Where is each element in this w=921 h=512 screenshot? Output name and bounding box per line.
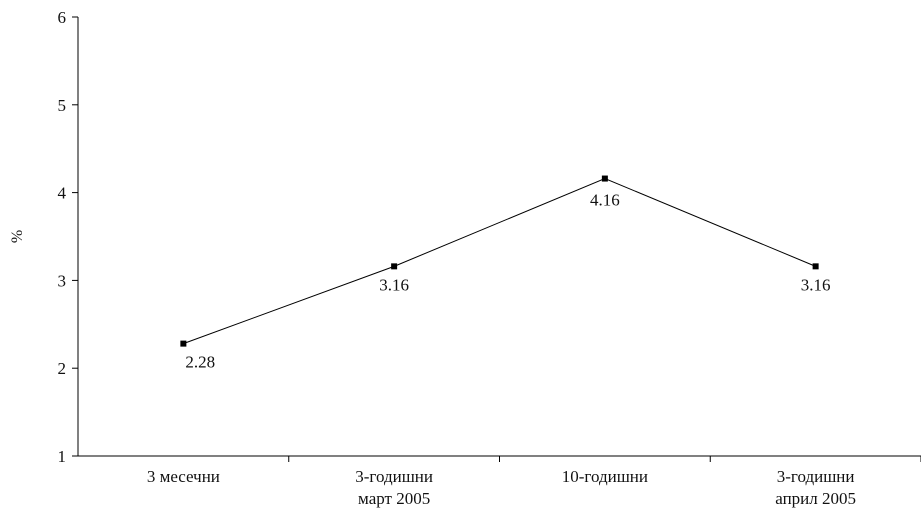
- x-category-label: 3-годишни март 2005: [355, 467, 433, 508]
- x-category-label-line: март 2005: [358, 489, 430, 508]
- y-ticks: 1 2 3 4 5 6: [58, 8, 78, 466]
- x-category-label-line: 3 месечни: [147, 467, 220, 486]
- data-point-marker: [601, 175, 608, 182]
- x-category-label-line: април 2005: [775, 489, 856, 508]
- y-tick-label: 3: [58, 271, 67, 290]
- x-category-label: 3-годишни април 2005: [775, 467, 856, 508]
- data-point-marker: [812, 263, 819, 270]
- y-axis-label: %: [9, 230, 26, 243]
- data-point-marker: [180, 340, 187, 347]
- series: 2.28 3.16 4.16 3.16: [180, 175, 831, 372]
- data-point-marker: [391, 263, 398, 270]
- x-category-label-line: 10-годишни: [562, 467, 648, 486]
- data-label: 2.28: [185, 353, 215, 372]
- y-tick-label: 4: [58, 184, 67, 203]
- x-ticks: 3 месечни 3-годишни март 2005 10-годишни 3-г…: [147, 456, 921, 508]
- y-tick-label: 2: [58, 359, 67, 378]
- x-category-label: 10-годишни: [562, 467, 648, 486]
- y-tick-label: 6: [58, 8, 67, 27]
- axes: [77, 17, 921, 457]
- y-tick-label: 1: [58, 447, 67, 466]
- data-label: 3.16: [379, 275, 409, 294]
- data-label: 3.16: [801, 275, 831, 294]
- series-line: [183, 178, 816, 345]
- y-tick-label: 5: [58, 96, 67, 115]
- x-category-label: 3 месечни: [147, 467, 220, 486]
- x-category-label-line: 3-годишни: [355, 467, 433, 486]
- x-category-label-line: 3-годишни: [777, 467, 855, 486]
- data-label: 4.16: [590, 191, 620, 210]
